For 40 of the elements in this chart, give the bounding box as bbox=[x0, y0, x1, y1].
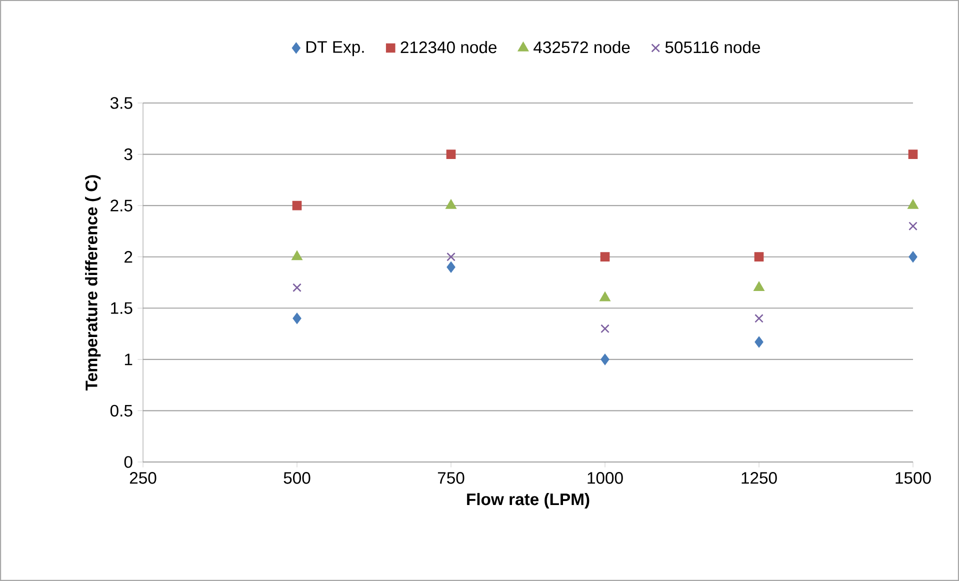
point bbox=[754, 314, 764, 323]
y-tick-label: 2 bbox=[124, 251, 132, 263]
point bbox=[292, 283, 302, 292]
point bbox=[446, 200, 456, 209]
y-tick-label: 3.5 bbox=[110, 97, 132, 109]
point bbox=[292, 250, 302, 260]
point bbox=[292, 200, 302, 210]
y-tick-label: 0 bbox=[124, 456, 132, 468]
x-tick-label: 1000 bbox=[588, 472, 623, 484]
point bbox=[908, 200, 918, 209]
x-tick-label: 1250 bbox=[742, 472, 777, 484]
point bbox=[754, 252, 764, 262]
point bbox=[600, 354, 610, 365]
legend-label: 505116 node bbox=[665, 40, 760, 54]
x-tick-label: 750 bbox=[438, 472, 464, 484]
legend-label: 432572 node bbox=[534, 40, 630, 54]
point bbox=[754, 336, 764, 348]
y-tick-label: 1.5 bbox=[111, 302, 132, 314]
point bbox=[446, 252, 456, 262]
legend-label: DT Exp. bbox=[306, 41, 364, 56]
point bbox=[446, 150, 456, 159]
point bbox=[754, 282, 764, 291]
y-tick-label: 1 bbox=[124, 354, 132, 366]
point bbox=[292, 312, 302, 324]
point bbox=[600, 324, 610, 334]
x-tick-label: 250 bbox=[130, 472, 156, 484]
point bbox=[908, 150, 918, 159]
point bbox=[600, 252, 610, 262]
point bbox=[446, 262, 456, 273]
point bbox=[600, 292, 610, 302]
point bbox=[908, 222, 918, 231]
legend-label: 212340 node bbox=[400, 40, 496, 54]
x-axis-title: Flow rate (LPM) bbox=[467, 492, 590, 509]
y-tick-label: 3 bbox=[124, 148, 132, 160]
y-tick-label: 0.5 bbox=[110, 404, 132, 417]
point bbox=[908, 251, 918, 262]
x-tick-label: 500 bbox=[284, 472, 310, 484]
y-axis-title: Temperature difference ( C) bbox=[85, 175, 101, 391]
y-tick-label: 2.5 bbox=[110, 200, 132, 212]
x-tick-label: 1500 bbox=[896, 472, 931, 484]
